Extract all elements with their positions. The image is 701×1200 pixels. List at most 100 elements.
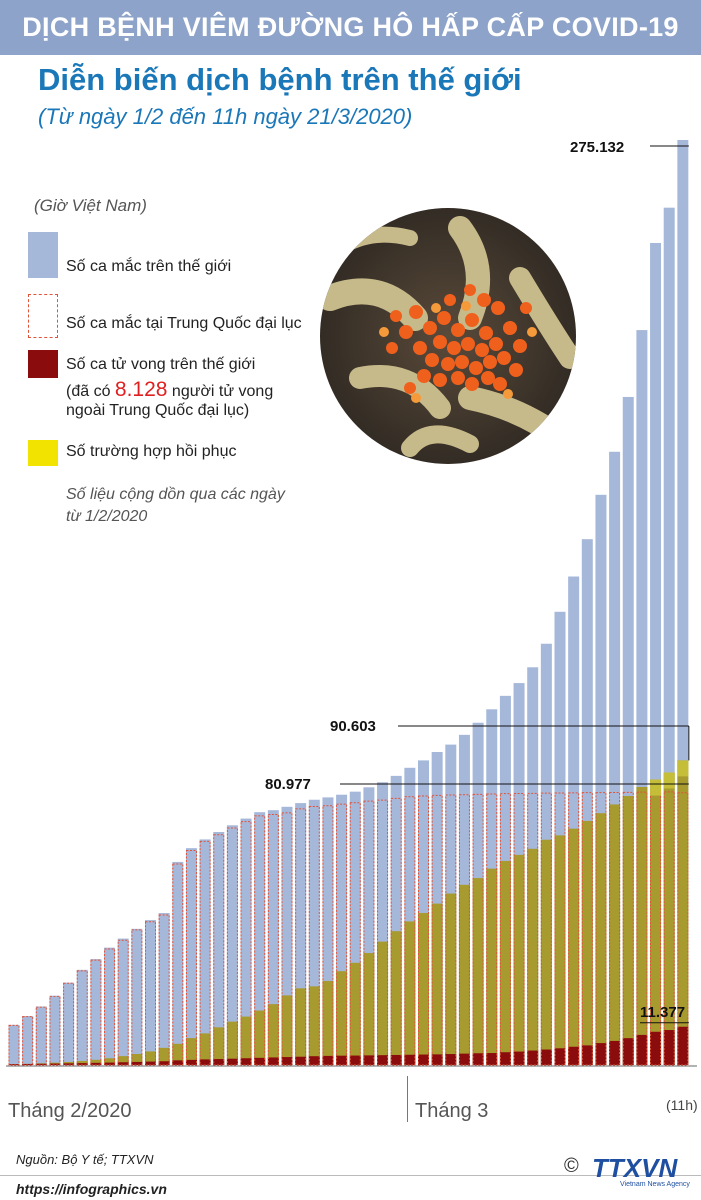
bar-china-cases <box>554 792 566 1066</box>
bar-world-cases <box>677 140 689 1065</box>
bar-china-cases <box>49 995 61 1066</box>
bar-world-cases <box>158 913 170 1065</box>
bar-world-cases <box>650 242 662 1065</box>
x-tick-label: 5 <box>65 1077 72 1080</box>
cases-chart: 15101520252915101521275.13290.60380.9771… <box>6 139 697 1080</box>
bar-recovered <box>595 813 607 1065</box>
bar-recovered <box>581 820 593 1065</box>
bar-china-cases <box>486 793 498 1066</box>
bar-china-cases <box>199 840 211 1066</box>
legend-swatch-recovered <box>28 440 58 466</box>
bar-world-deaths <box>390 1054 402 1065</box>
bar-china-cases <box>267 814 279 1066</box>
bar-world-cases <box>390 775 402 1065</box>
bar-china-cases <box>336 803 348 1066</box>
bar-china-cases <box>377 799 389 1066</box>
footer-divider <box>0 1175 701 1176</box>
bar-world-cases <box>63 982 75 1065</box>
bar-world-cases <box>117 938 129 1065</box>
bar-world-deaths <box>377 1055 389 1065</box>
bar-china-cases <box>90 959 102 1066</box>
bar-world-deaths <box>145 1061 156 1065</box>
bar-recovered <box>472 878 484 1065</box>
bar-china-cases <box>22 1016 34 1066</box>
x-tick-label: 15 <box>198 1077 212 1080</box>
bar-china-cases <box>349 802 361 1066</box>
bar-world-deaths <box>63 1063 75 1065</box>
legend-timezone-note: (Giờ Việt Nam) <box>34 196 147 215</box>
legend-swatch-china-cases <box>28 294 58 338</box>
bar-china-cases <box>63 982 75 1066</box>
source-note: Nguồn: Bộ Y tế; TTXVN <box>16 1152 154 1167</box>
bar-china-cases <box>76 970 88 1066</box>
deaths-note-suffix: người tử vong <box>167 383 274 400</box>
legend-deaths-note-line2: ngoài Trung Quốc đại lục) <box>66 402 250 419</box>
bar-china-cases <box>104 948 116 1066</box>
bar-recovered-highlight <box>677 760 689 777</box>
bar-recovered <box>609 804 621 1065</box>
bar-china-cases <box>185 850 197 1066</box>
bar-world-deaths <box>349 1055 361 1065</box>
bar-recovered <box>131 1053 143 1065</box>
bar-world-cases <box>76 969 88 1065</box>
legend-swatch-world-cases <box>28 232 58 278</box>
x-tick-label: 20 <box>266 1077 280 1080</box>
bar-world-deaths <box>308 1056 320 1065</box>
bar-recovered <box>336 971 348 1065</box>
bar-world-deaths <box>226 1058 238 1065</box>
bar-world-deaths <box>595 1043 607 1065</box>
bar-recovered <box>431 903 443 1065</box>
bar-china-cases <box>636 791 648 1066</box>
bar-recovered <box>308 986 320 1065</box>
bar-china-cases <box>254 815 266 1066</box>
bar-world-deaths <box>213 1059 225 1065</box>
bar-china-cases <box>527 792 539 1066</box>
bar-world-cases <box>226 825 238 1065</box>
bar-world-cases <box>349 791 361 1065</box>
legend-label-world-cases: Số ca mắc trên thế giới <box>66 258 232 275</box>
bar-world-cases <box>377 782 389 1065</box>
bar-world-cases <box>104 947 116 1065</box>
bar-recovered <box>390 931 402 1065</box>
bar-recovered <box>322 980 334 1065</box>
bar-china-cases <box>8 1024 20 1066</box>
bar-world-deaths <box>486 1053 498 1065</box>
bar-world-cases <box>145 920 156 1065</box>
last-day-hour-note: (11h) <box>666 1097 698 1113</box>
bar-china-cases <box>390 797 402 1066</box>
cumulative-note: Số liệu cộng dồn qua các ngày từ 1/2/202… <box>66 484 285 528</box>
bar-world-deaths <box>8 1064 20 1065</box>
bar-world-deaths <box>240 1058 252 1065</box>
bar-recovered <box>445 893 457 1065</box>
bar-world-cases <box>240 818 252 1065</box>
bar-world-cases <box>199 839 211 1065</box>
bar-world-cases <box>404 767 416 1065</box>
bar-world-deaths <box>418 1054 429 1065</box>
bar-china-cases <box>581 792 593 1066</box>
bar-recovered <box>663 772 675 1065</box>
bar-recovered <box>158 1047 170 1065</box>
x-tick-label: 1 <box>10 1077 17 1080</box>
bar-recovered <box>636 786 648 1065</box>
bar-world-deaths <box>499 1052 511 1065</box>
bar-world-deaths <box>650 1031 662 1065</box>
bar-world-deaths <box>568 1046 580 1065</box>
bar-world-cases <box>609 451 621 1065</box>
bar-recovered <box>76 1060 88 1065</box>
bar-world-deaths <box>445 1054 457 1065</box>
bar-china-cases <box>622 791 634 1066</box>
ttxvn-logo: TTXVN Vietnam News Agency <box>590 1152 690 1193</box>
bar-world-deaths <box>472 1053 484 1065</box>
bar-china-cases <box>131 929 143 1066</box>
bar-china-cases <box>172 863 184 1066</box>
site-link[interactable]: https://infographics.vn <box>16 1181 167 1197</box>
bar-world-deaths <box>131 1061 143 1065</box>
bar-world-cases <box>22 1016 34 1065</box>
bar-world-deaths <box>172 1060 184 1065</box>
bar-china-cases <box>281 812 293 1066</box>
bar-recovered <box>254 1010 266 1065</box>
bar-recovered <box>104 1058 116 1065</box>
bar-china-cases <box>472 793 484 1066</box>
month-label-march: Tháng 3 <box>415 1100 489 1122</box>
x-tick-label: 29 <box>389 1077 403 1080</box>
